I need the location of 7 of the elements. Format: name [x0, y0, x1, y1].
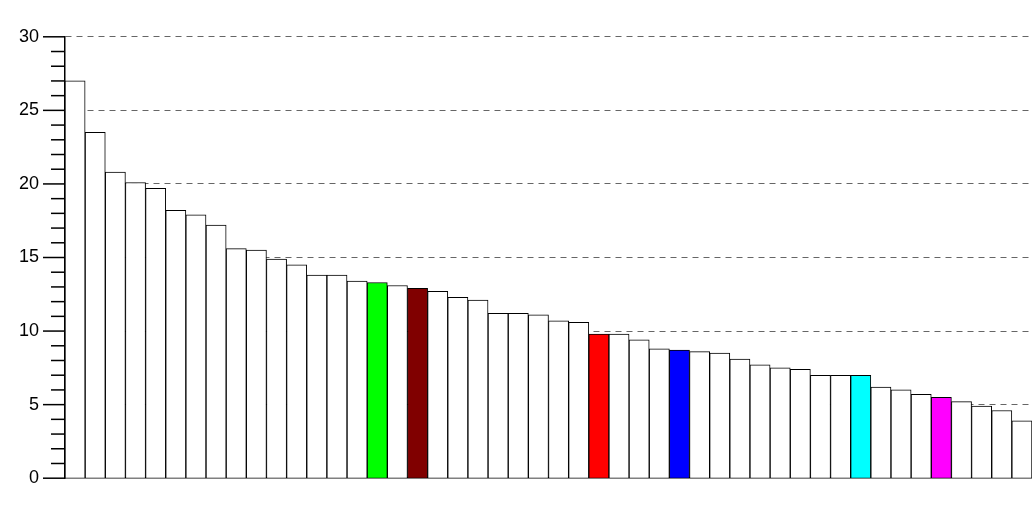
y-tick-label: 25 — [18, 99, 39, 120]
y-tick-label: 20 — [18, 172, 39, 193]
y-tick-label: 0 — [28, 467, 39, 488]
y-tick-label: 5 — [28, 393, 39, 414]
y-tick-label: 30 — [18, 25, 39, 46]
y-tick-label: 15 — [18, 246, 39, 267]
y-tick-label: 10 — [18, 320, 39, 341]
